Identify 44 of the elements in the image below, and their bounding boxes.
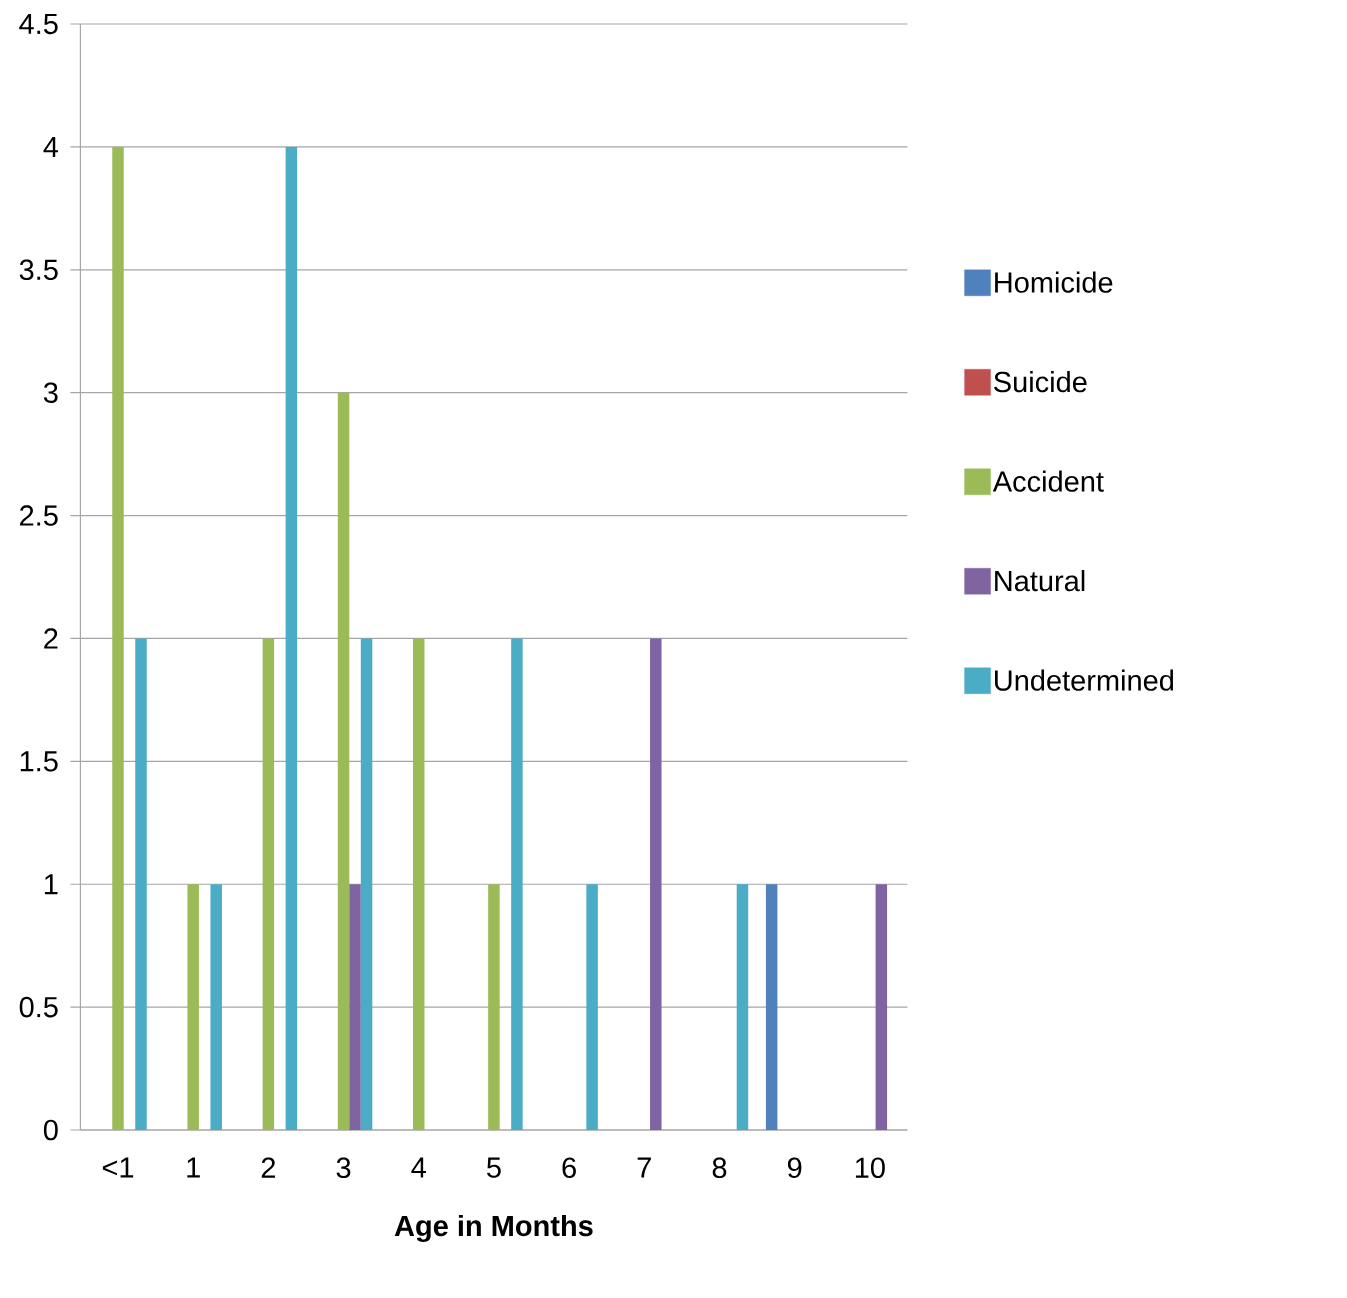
bar	[511, 638, 523, 1130]
legend-label: Undetermined	[995, 669, 1174, 691]
y-tick-label: 3	[43, 382, 58, 403]
x-tick-label: 4	[411, 1157, 426, 1178]
x-tick-label: 10	[855, 1157, 885, 1179]
legend-label: Homicide	[995, 271, 1113, 293]
bar	[285, 146, 298, 1130]
y-tick-label: 1.5	[20, 751, 58, 772]
x-tick-label: 1	[187, 1157, 200, 1178]
x-tick-label: 6	[562, 1157, 576, 1179]
bar	[112, 146, 124, 1130]
bar	[349, 884, 361, 1130]
y-tick-label: 4	[43, 136, 59, 157]
y-tick-label: 2.5	[20, 505, 58, 526]
x-tick-label: 5	[487, 1157, 501, 1178]
bar	[135, 638, 147, 1130]
y-tick-label: 2	[44, 628, 58, 649]
y-tick-label: 1	[44, 874, 58, 895]
bar	[187, 884, 199, 1130]
y-tick-label: 0	[43, 1119, 58, 1141]
bar	[262, 638, 275, 1130]
bar	[210, 884, 222, 1130]
bar	[586, 884, 598, 1130]
y-tick-label: 3.5	[19, 259, 58, 281]
bar	[736, 884, 749, 1130]
y-tick-label: 4.5	[19, 13, 58, 35]
legend-label: Natural	[995, 570, 1085, 592]
x-tick-label: 9	[787, 1157, 802, 1179]
x-tick-label: 3	[336, 1157, 351, 1179]
legend-label: Accident	[992, 470, 1104, 492]
x-tick-label: 7	[637, 1157, 651, 1178]
bar	[360, 638, 373, 1130]
bar	[488, 884, 500, 1130]
bar	[412, 638, 425, 1130]
x-tick-label: 8	[712, 1157, 727, 1179]
x-tick-label: <1	[102, 1157, 134, 1178]
bar	[875, 884, 888, 1130]
x-tick-label: 2	[261, 1157, 275, 1178]
legend-label: Suicide	[994, 371, 1087, 393]
y-tick-label: 0.5	[19, 996, 58, 1018]
bar	[337, 392, 350, 1130]
bar	[765, 884, 778, 1130]
x-axis-title: Age in Months	[394, 1214, 593, 1243]
bar	[650, 638, 662, 1130]
